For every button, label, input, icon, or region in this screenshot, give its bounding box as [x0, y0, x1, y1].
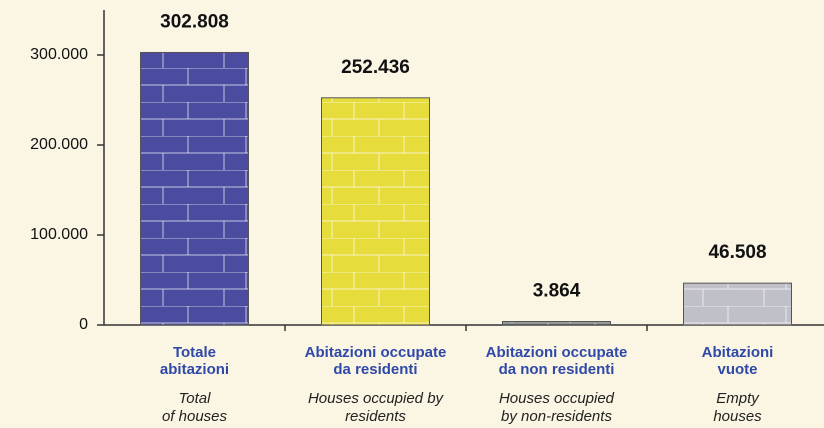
- x-tick-translation: residents: [345, 408, 406, 425]
- x-tick-label: da residenti: [333, 361, 417, 378]
- value-label: 302.808: [160, 11, 229, 32]
- y-tick-label: 200.000: [30, 136, 88, 153]
- x-tick-label: Totale: [173, 344, 216, 361]
- bar: [683, 282, 792, 326]
- bar: [321, 97, 430, 326]
- x-tick-translation: of houses: [162, 408, 228, 425]
- x-tick-translation: Houses occupied by: [308, 390, 445, 407]
- x-tick-label: vuote: [717, 361, 757, 378]
- x-tick-label: Abitazioni occupate: [486, 344, 628, 361]
- x-tick-label: da non residenti: [499, 361, 615, 378]
- x-tick-translation: Total: [179, 390, 212, 407]
- x-tick-label: Abitazioni: [702, 344, 774, 361]
- bar: [502, 321, 611, 326]
- x-tick-translation: houses: [713, 408, 762, 425]
- x-tick-label: Abitazioni occupate: [305, 344, 447, 361]
- value-label: 3.864: [533, 281, 581, 302]
- y-tick-label: 300.000: [30, 46, 88, 63]
- bar: [140, 51, 249, 326]
- x-tick-translation: Empty: [716, 390, 760, 407]
- x-tick-label: abitazioni: [160, 361, 229, 378]
- x-tick-translation: Houses occupied: [499, 390, 615, 407]
- y-tick-label: 0: [79, 316, 88, 333]
- value-label: 252.436: [341, 57, 410, 78]
- value-label: 46.508: [708, 242, 766, 263]
- y-tick-label: 100.000: [30, 226, 88, 243]
- x-tick-translation: by non-residents: [501, 408, 612, 425]
